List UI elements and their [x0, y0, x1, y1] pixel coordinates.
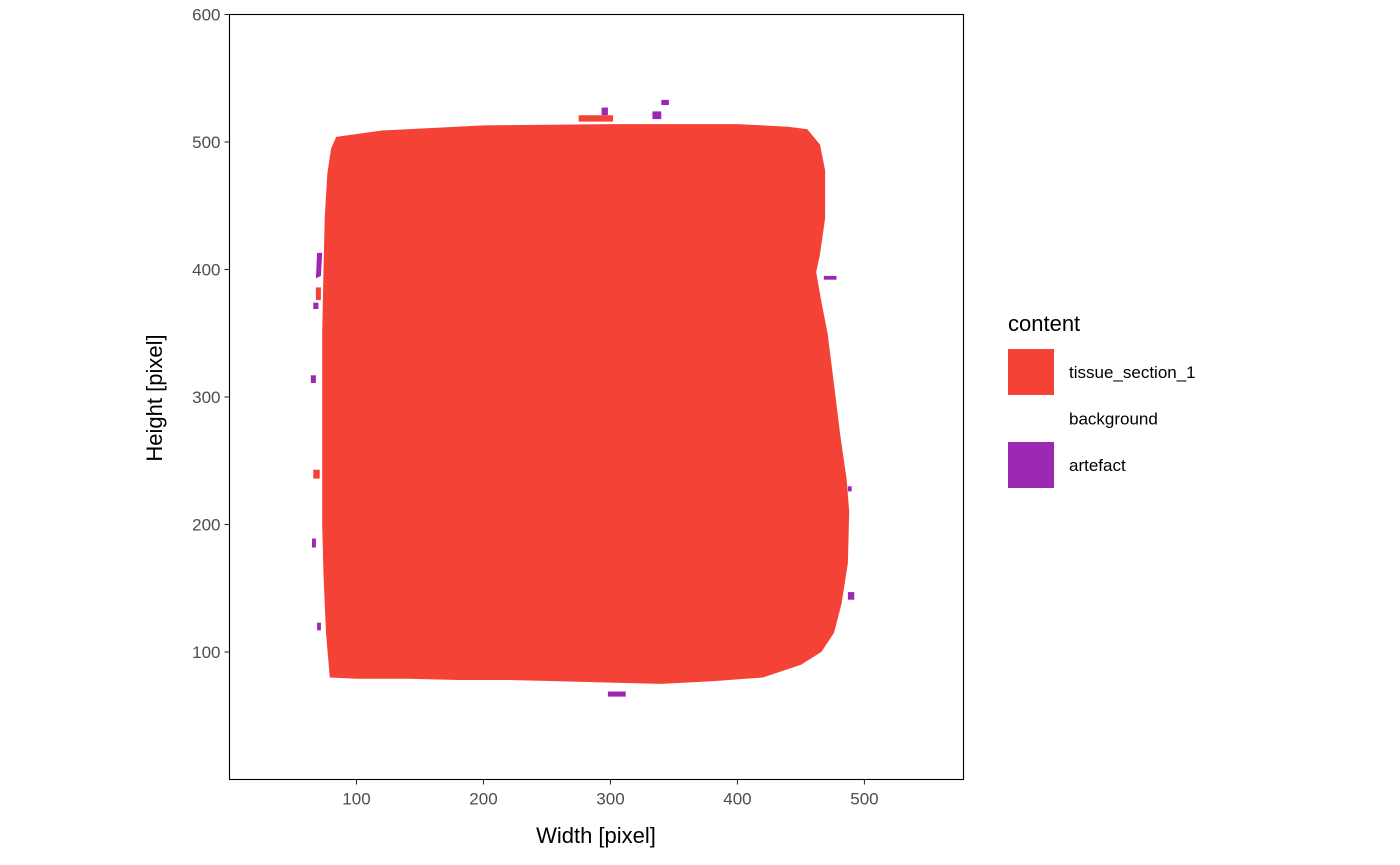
- y-tick-label: 100: [192, 643, 220, 662]
- x-tick-label: 100: [342, 790, 370, 809]
- artefact-region-6: [310, 375, 316, 383]
- y-tick-label: 300: [192, 388, 220, 407]
- x-tick-label: 500: [850, 790, 878, 809]
- segmentation-layer: [310, 99, 855, 697]
- legend-swatch-background: [1008, 395, 1054, 442]
- y-axis-title: Height [pixel]: [142, 334, 167, 461]
- legend: content tissue_section_1 background artefa…: [1008, 311, 1196, 488]
- artefact-region-12: [601, 107, 608, 116]
- artefact-region-13: [652, 111, 662, 120]
- legend-title: content: [1008, 311, 1080, 336]
- x-axis-title: Width [pixel]: [536, 823, 656, 848]
- x-tick-label: 400: [723, 790, 751, 809]
- legend-label-artefact: artefact: [1069, 456, 1126, 475]
- y-tick-label: 200: [192, 516, 220, 535]
- tissue-region-3: [578, 115, 613, 122]
- y-tick-label: 600: [192, 6, 220, 25]
- y-tick-label: 400: [192, 261, 220, 280]
- artefact-region-14: [661, 99, 669, 105]
- legend-entries: tissue_section_1 background artefact: [1008, 349, 1196, 488]
- x-tick-label: 300: [596, 790, 624, 809]
- artefact-region-9: [823, 275, 837, 280]
- y-tick-label: 500: [192, 133, 220, 152]
- artefact-region-5: [313, 302, 319, 309]
- artefact-region-4: [315, 252, 323, 279]
- tissue-region-2: [313, 469, 320, 479]
- legend-swatch-tissue-section-1: [1008, 349, 1054, 395]
- tissue-region-1: [315, 287, 321, 301]
- legend-swatch-artefact: [1008, 442, 1054, 488]
- artefact-region-15: [607, 691, 626, 697]
- artefact-region-8: [317, 622, 321, 631]
- artefact-region-11: [847, 486, 852, 492]
- legend-label-tissue-section-1: tissue_section_1: [1069, 363, 1196, 382]
- legend-label-background: background: [1069, 410, 1158, 429]
- y-axis: 100 200 300 400 500 600: [192, 6, 230, 662]
- x-axis: 100 200 300 400 500: [342, 779, 879, 809]
- artefact-region-10: [847, 592, 855, 600]
- tissue-region-0: [322, 124, 850, 684]
- x-tick-label: 200: [469, 790, 497, 809]
- artefact-region-7: [312, 538, 316, 548]
